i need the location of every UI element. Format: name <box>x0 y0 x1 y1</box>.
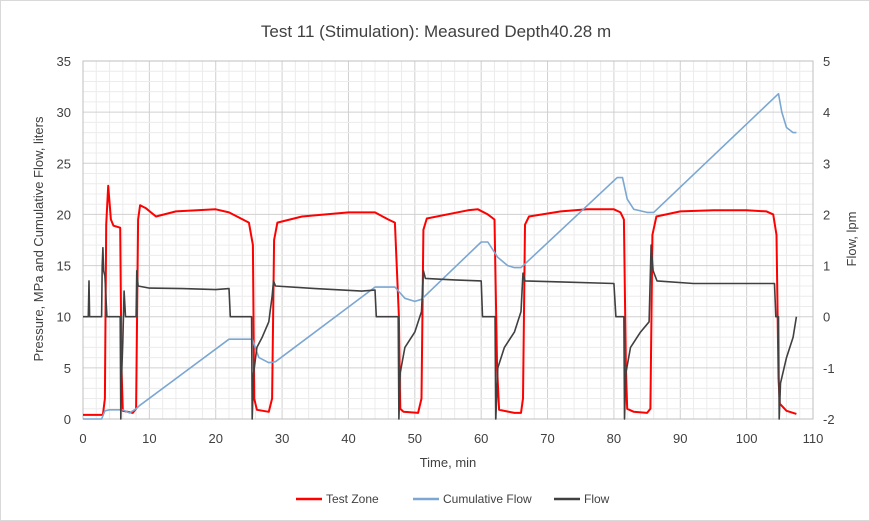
y2-tick-label: 5 <box>823 54 830 69</box>
y-tick-label: 25 <box>57 156 71 171</box>
y-axis-title: Pressure, MPa and Cumulative Flow, liter… <box>31 116 46 361</box>
legend-label: Cumulative Flow <box>443 492 532 506</box>
x-axis-title: Time, min <box>420 455 477 470</box>
x-tick-label: 100 <box>736 431 758 446</box>
legend-label: Test Zone <box>326 492 379 506</box>
x-tick-label: 90 <box>673 431 687 446</box>
series-line-flow <box>83 244 798 420</box>
plot-area-border <box>82 60 814 420</box>
legend: Test Zone Cumulative Flow Flow <box>296 492 610 506</box>
y-tick-label: 30 <box>57 105 71 120</box>
series-line-test-zone <box>83 184 797 416</box>
x-tick-label: 60 <box>474 431 488 446</box>
x-tick-label: 20 <box>208 431 222 446</box>
y2-tick-label: 3 <box>823 156 830 171</box>
y-tick-label: 20 <box>57 207 71 222</box>
y2-tick-label: -2 <box>823 412 835 427</box>
y2-tick-label: 4 <box>823 105 830 120</box>
y2-tick-label: 2 <box>823 207 830 222</box>
x-tick-label: 80 <box>607 431 621 446</box>
x-tick-label: 10 <box>142 431 156 446</box>
y2-tick-label: 0 <box>823 310 830 325</box>
chart-title: Test 11 (Stimulation): Measured Depth40.… <box>261 22 611 41</box>
y-tick-label: 0 <box>64 412 71 427</box>
grid-lines <box>82 60 814 420</box>
y-tick-label: 15 <box>57 259 71 274</box>
series-lines <box>83 92 798 420</box>
y-tick-label: 10 <box>57 310 71 325</box>
y-tick-label: 35 <box>57 54 71 69</box>
y-tick-label: 5 <box>64 361 71 376</box>
x-tick-label: 0 <box>79 431 86 446</box>
x-tick-label: 30 <box>275 431 289 446</box>
tick-labels: 0 10 20 30 40 50 60 70 80 90 100 11005101520253035-… <box>57 54 835 446</box>
y2-axis-title: Flow, lpm <box>844 212 859 267</box>
x-tick-label: 70 <box>540 431 554 446</box>
x-tick-label: 40 <box>341 431 355 446</box>
y2-tick-label: 1 <box>823 259 830 274</box>
legend-label: Flow <box>584 492 610 506</box>
y2-tick-label: -1 <box>823 361 835 376</box>
x-tick-label: 50 <box>408 431 422 446</box>
x-tick-label: 110 <box>803 431 824 446</box>
